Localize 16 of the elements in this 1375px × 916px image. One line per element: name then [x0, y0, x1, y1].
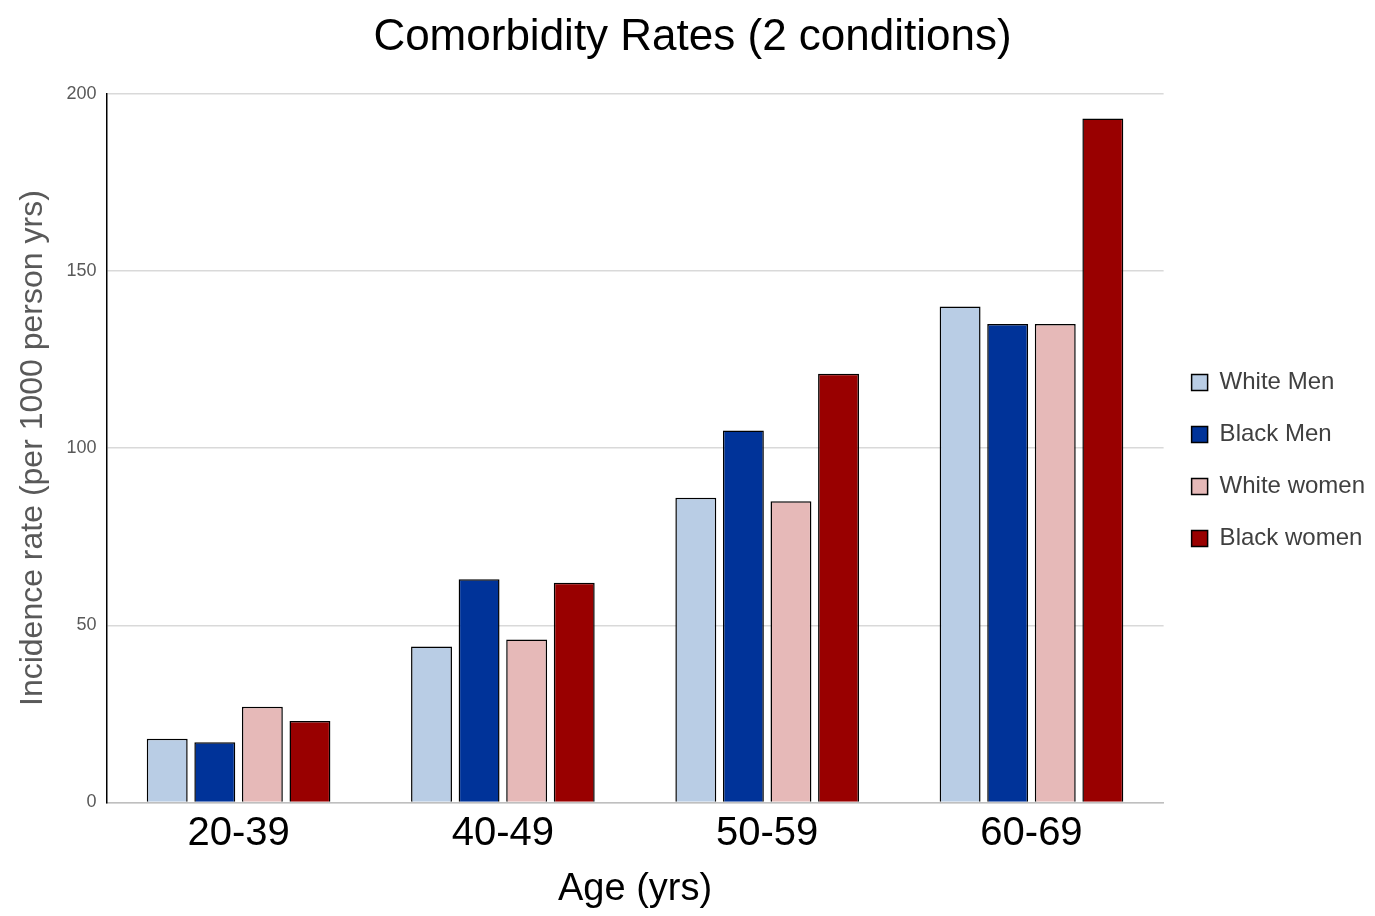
y-tick-label: 200 [66, 82, 97, 103]
x-tick-label: 60-69 [980, 809, 1083, 854]
x-axis-title: Age (yrs) [557, 865, 713, 908]
legend-label: Black women [1219, 523, 1363, 551]
x-tick-label: 50-59 [716, 809, 819, 854]
legend-label: White Men [1219, 367, 1335, 395]
legend-label: Black Men [1219, 419, 1332, 447]
x-tick-label: 20-39 [187, 809, 290, 854]
chart-title: Comorbidity Rates (2 conditions) [373, 9, 1012, 59]
y-tick-label: 150 [66, 259, 97, 280]
legend-label: White women [1219, 471, 1366, 499]
y-tick-label: 0 [86, 791, 97, 812]
y-axis-title: Incidence rate (per 1000 person yrs) [13, 190, 50, 707]
y-tick-label: 50 [76, 614, 97, 635]
y-tick-label: 100 [66, 437, 97, 458]
x-tick-label: 40-49 [451, 809, 555, 854]
